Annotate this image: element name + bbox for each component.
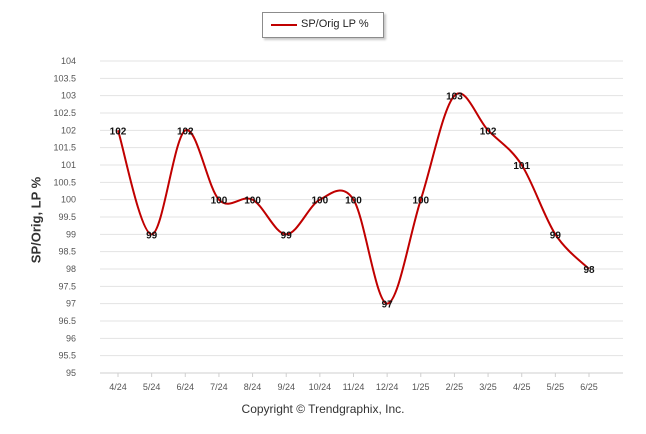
data-label: 101 (513, 161, 530, 172)
y-tick-label: 103 (61, 91, 76, 101)
data-label: 100 (211, 196, 228, 207)
data-label: 100 (244, 196, 261, 207)
data-labels: 102 99 102 100 100 99 100 100 97 100 103 102 101 99 98 (110, 92, 595, 311)
legend-line-swatch (271, 24, 297, 26)
y-tick-label: 99.5 (58, 212, 76, 222)
y-tick-label: 100 (61, 195, 76, 205)
y-tick-label: 95.5 (58, 351, 76, 361)
y-tick-label: 96 (66, 333, 76, 343)
x-tick-label: 8/24 (244, 382, 262, 392)
y-tick-label: 98.5 (58, 247, 76, 257)
y-tick-label: 97.5 (58, 281, 76, 291)
y-tick-label: 98 (66, 264, 76, 274)
data-label: 99 (146, 230, 158, 241)
y-axis-ticks: 95 95.5 96 96.5 97 97.5 98 98.5 99 99.5 100 100.5 10… (53, 56, 76, 378)
x-tick-label: 1/25 (412, 382, 430, 392)
y-tick-label: 103.5 (53, 73, 76, 83)
y-tick-label: 102.5 (53, 108, 76, 118)
data-label: 100 (345, 196, 362, 207)
data-label: 100 (412, 196, 429, 207)
x-tick-label: 6/25 (580, 382, 598, 392)
data-label: 103 (446, 92, 463, 103)
x-tick-label: 7/24 (210, 382, 228, 392)
data-label: 102 (110, 126, 127, 137)
x-tick-label: 11/24 (343, 382, 365, 392)
data-label: 102 (177, 126, 194, 137)
x-tick-label: 5/25 (547, 382, 565, 392)
y-tick-label: 101.5 (53, 143, 76, 153)
data-label: 98 (583, 265, 595, 276)
y-tick-label: 99 (66, 229, 76, 239)
data-label: 99 (550, 230, 562, 241)
x-tick-label: 2/25 (446, 382, 464, 392)
series-line-sp-orig-lp (117, 92, 590, 305)
y-tick-label: 97 (66, 299, 76, 309)
x-tick-label: 4/25 (513, 382, 531, 392)
y-axis-title: SP/Orig, LP % (28, 176, 44, 264)
data-label: 102 (480, 126, 497, 137)
y-tick-label: 96.5 (58, 316, 76, 326)
y-tick-label: 100.5 (53, 177, 76, 187)
x-tick-label: 3/25 (479, 382, 497, 392)
x-tick-label: 10/24 (309, 382, 332, 392)
y-tick-label: 102 (61, 125, 76, 135)
x-tick-label: 12/24 (376, 382, 399, 392)
data-label: 100 (312, 196, 329, 207)
x-tick-label: 5/24 (143, 382, 161, 392)
grid-lines (100, 60, 623, 374)
data-label: 97 (382, 300, 394, 311)
y-tick-label: 101 (61, 160, 76, 170)
copyright-text: Copyright © Trendgraphix, Inc. (241, 402, 405, 416)
x-tick-label: 4/24 (109, 382, 127, 392)
x-axis-ticks: 4/24 5/24 6/24 7/24 8/24 9/24 10/24 11/24 12/24 1… (100, 372, 623, 392)
y-tick-label: 104 (61, 56, 76, 66)
x-tick-label: 6/24 (177, 382, 195, 392)
data-label: 99 (281, 230, 293, 241)
x-tick-label: 9/24 (277, 382, 295, 392)
legend-label: SP/Orig LP % (301, 18, 369, 30)
legend: SP/Orig LP % (262, 12, 384, 38)
y-tick-label: 95 (66, 368, 76, 378)
